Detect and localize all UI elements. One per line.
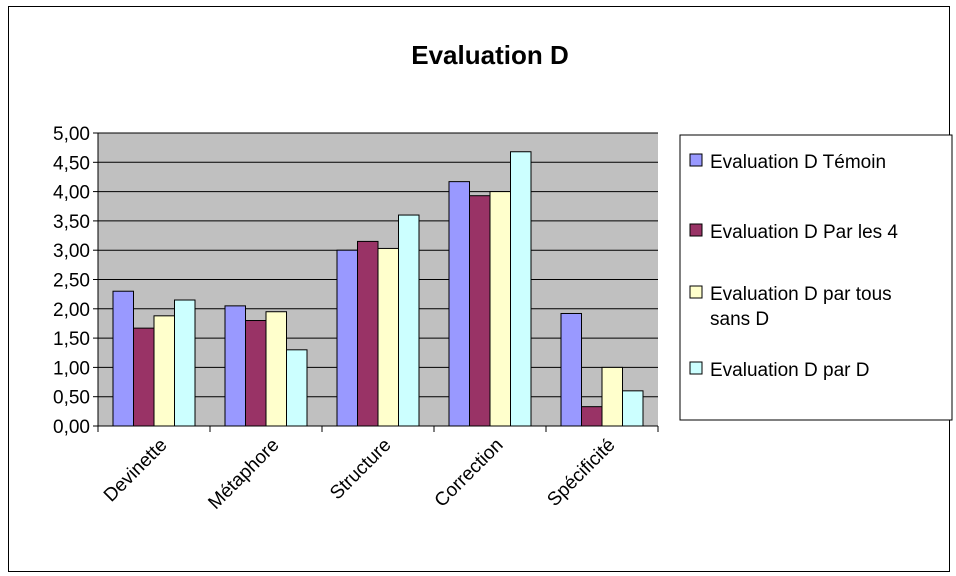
bar (469, 195, 491, 427)
bar (489, 191, 511, 427)
y-tick-labels: 0,00 0,50 1,00 1,50 2,00 2,50 3,00 3,50 4,00 4,50… (53, 124, 90, 438)
axes (93, 132, 659, 432)
chart-title: Evaluation D (411, 40, 568, 70)
bar (265, 311, 287, 427)
bar (133, 327, 155, 427)
legend-label: Evaluation D par tous (710, 284, 892, 305)
bar (622, 390, 644, 427)
bar (153, 315, 175, 427)
y-tick-label: 2,50 (53, 271, 90, 292)
legend-swatch (689, 361, 703, 375)
bar (174, 299, 196, 427)
legend-label: Evaluation D Témoin (710, 152, 886, 173)
legend: Evaluation D Témoin Evaluation D Par les … (679, 134, 953, 421)
bar (560, 312, 582, 427)
bar (357, 240, 379, 427)
bar (336, 249, 358, 427)
bar (112, 290, 134, 427)
y-tick-label: 1,50 (53, 329, 90, 350)
y-tick-label: 2,00 (53, 300, 90, 321)
x-tick-label: Structure (326, 435, 395, 504)
bar (601, 366, 623, 427)
bar (510, 151, 532, 427)
legend-swatch (689, 153, 703, 167)
legend-swatch (689, 285, 703, 299)
y-tick-label: 5,00 (53, 124, 90, 145)
x-tick-label: Devinette (100, 435, 172, 507)
bar (245, 320, 267, 427)
legend-label: sans D (710, 309, 769, 330)
y-tick-label: 0,00 (53, 417, 90, 438)
legend-label: Evaluation D Par les 4 (710, 222, 898, 243)
bar (224, 305, 246, 427)
y-tick-label: 0,50 (53, 388, 90, 409)
y-tick-label: 3,50 (53, 212, 90, 233)
legend-label: Evaluation D par D (710, 360, 869, 381)
x-tick-labels: Devinette Métaphore Structure Correction Spé… (100, 435, 620, 514)
legend-swatch (689, 223, 703, 237)
y-tick-label: 4,50 (53, 153, 90, 174)
y-tick-label: 3,00 (53, 241, 90, 262)
legend-box (679, 134, 953, 421)
x-tick-label: Métaphore (204, 435, 283, 514)
bar (377, 247, 399, 427)
x-tick-label: Spécificité (543, 435, 619, 511)
bars (112, 151, 644, 427)
x-tick-label: Correction (431, 435, 508, 512)
y-tick-label: 4,00 (53, 183, 90, 204)
y-tick-label: 1,00 (53, 358, 90, 379)
bar (581, 406, 603, 427)
bar (286, 349, 308, 427)
bar (448, 181, 470, 427)
bar (398, 214, 420, 427)
